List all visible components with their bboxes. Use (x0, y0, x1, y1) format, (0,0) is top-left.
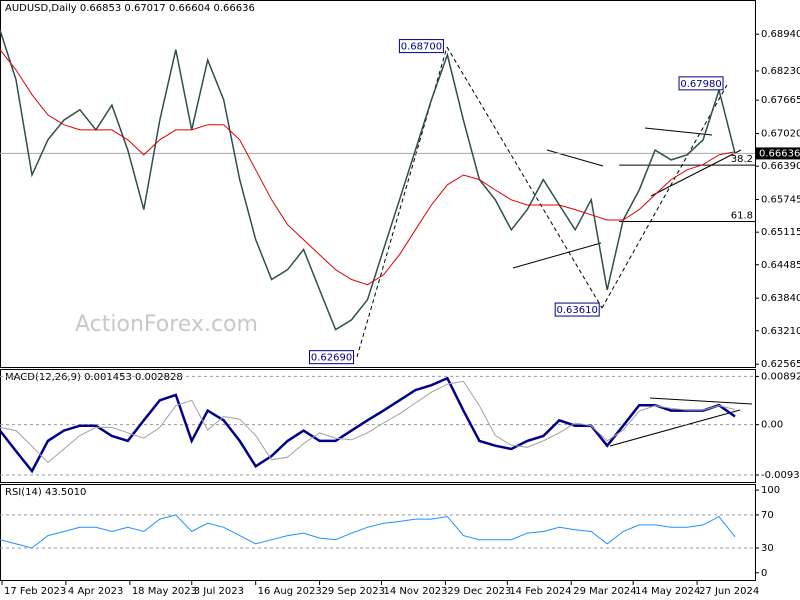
watermark: ActionForex.com (75, 312, 258, 337)
series-line (0, 376, 736, 474)
y-tick-label: 0.65115 (761, 227, 800, 238)
macd-panel (0, 369, 756, 483)
series-line (0, 380, 736, 464)
trendline (649, 397, 753, 405)
y-tick-label: 30 (761, 543, 774, 554)
price-annotation-box (554, 302, 600, 317)
fib-label: 61.8 (731, 211, 753, 222)
price-annotation: 0.62690 (311, 353, 352, 364)
y-tick-label: 0.62565 (761, 359, 800, 370)
y-tick-label: 0.63210 (761, 326, 800, 337)
x-tick-label: 16 Aug 2023 (258, 586, 322, 597)
panel-title: MACD(12,26,9) 0.001453 0.002828 (5, 372, 183, 383)
y-tick-label: 0.64485 (761, 260, 800, 271)
price-annotation: 0.63610 (557, 305, 598, 316)
x-tick-label: 27 Jun 2024 (699, 586, 759, 597)
x-tick-label: 14 Nov 2023 (383, 586, 447, 597)
price-annotation: 0.68700 (401, 42, 442, 53)
x-tick-label: 29 Sep 2023 (322, 586, 385, 597)
x-tick-label: 29 Dec 2023 (447, 586, 511, 597)
x-tick-label: 4 Apr 2023 (68, 586, 123, 597)
x-tick-label: 14 May 2024 (635, 586, 700, 597)
y-tick-label: 0.67020 (761, 129, 800, 140)
price-annotation: 0.67980 (680, 79, 721, 90)
y-tick-label: 0.67665 (761, 95, 800, 106)
price-annotation-box (398, 39, 444, 54)
y-tick-label: 0.68940 (761, 29, 800, 40)
trendline (601, 84, 728, 309)
trendline (446, 46, 603, 309)
series-line (0, 29, 736, 331)
fib-label: 38.2 (731, 154, 753, 165)
trendline (609, 409, 741, 447)
trendlines (356, 46, 753, 447)
y-tick-label: 0.00 (761, 420, 783, 431)
trendline (512, 242, 602, 269)
price-panel (0, 0, 756, 368)
y-tick-label: 0.66390 (761, 161, 800, 172)
current-price-label: 0.66636 (759, 148, 800, 159)
trendline (546, 149, 604, 167)
trendline (650, 149, 742, 197)
y-tick-label: 0.68230 (761, 66, 800, 77)
y-tick-label: 0 (761, 568, 767, 579)
panel-title: AUDUSD,Daily 0.66853 0.67017 0.66604 0.6… (5, 3, 255, 14)
series-line (0, 49, 736, 286)
y-tick-label: 0.008929 (761, 371, 800, 382)
trendline (644, 127, 713, 136)
price-annotation-box (678, 76, 724, 91)
x-tick-label: 14 Feb 2024 (509, 586, 571, 597)
panel-title: RSI(14) 43.5010 (5, 487, 86, 498)
x-tick-label: 3 Jul 2023 (194, 586, 244, 597)
price-annotation-box (309, 350, 355, 365)
rsi-panel (0, 484, 756, 581)
x-tick-label: 18 May 2023 (132, 586, 197, 597)
x-tick-label: 17 Feb 2023 (4, 586, 66, 597)
y-tick-label: 100 (761, 485, 780, 496)
series-line (0, 514, 736, 549)
current-price-box (756, 147, 800, 160)
x-tick-label: 29 Mar 2024 (573, 586, 636, 597)
y-tick-label: 0.63840 (761, 293, 800, 304)
y-tick-label: 70 (761, 510, 774, 521)
y-tick-label: -0.009321 (761, 470, 800, 481)
y-tick-label: 0.65745 (761, 195, 800, 206)
